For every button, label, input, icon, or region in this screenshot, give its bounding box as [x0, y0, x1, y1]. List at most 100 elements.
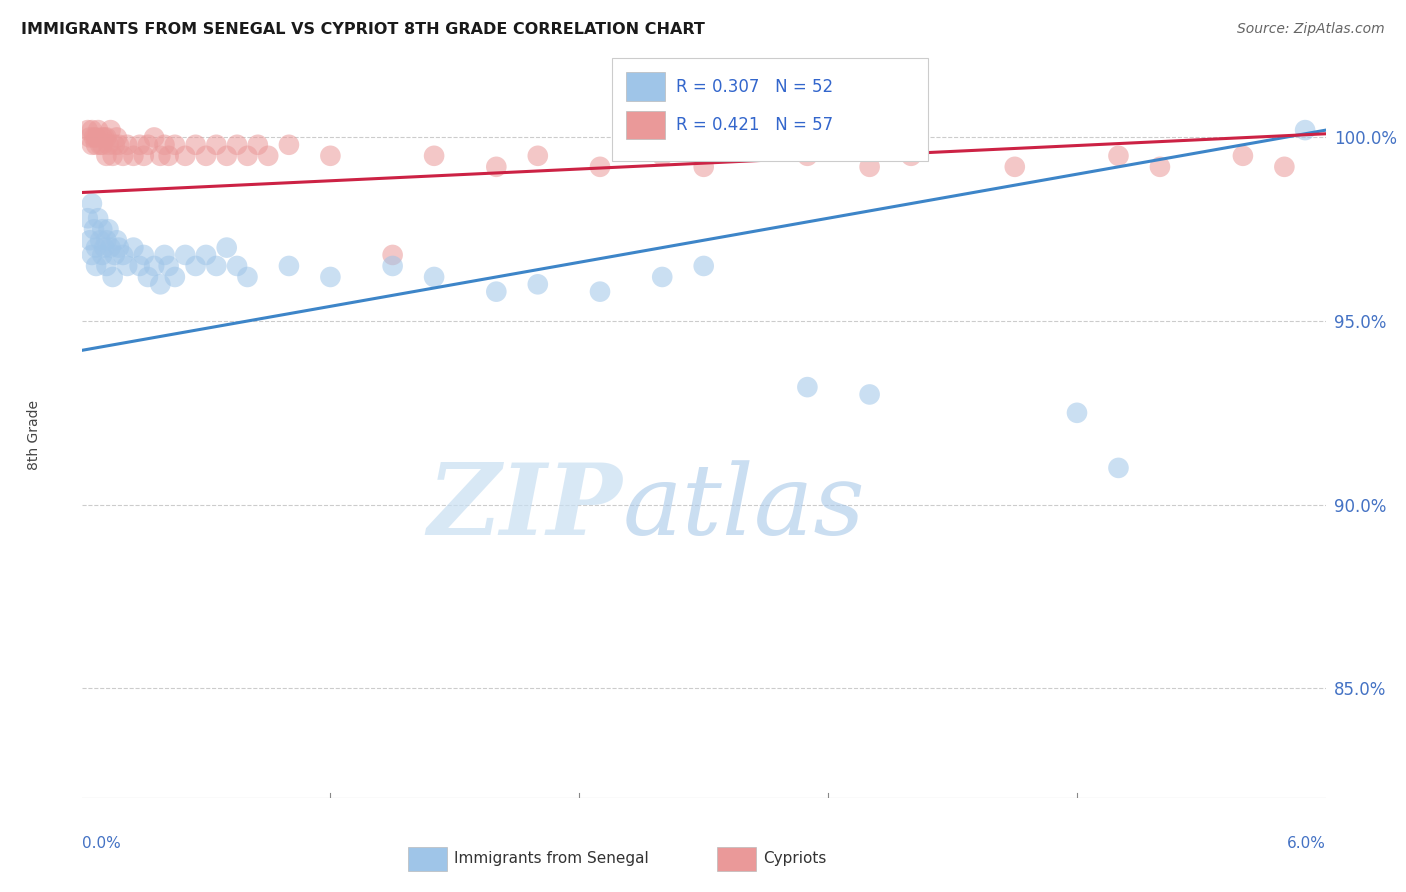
Point [91, 130, 114, 145]
Point [132, 248, 155, 262]
Point [278, 259, 301, 273]
Text: Cypriots: Cypriots [763, 851, 827, 865]
Point [174, 248, 197, 262]
Point [651, 270, 673, 285]
Text: R = 0.307   N = 52: R = 0.307 N = 52 [676, 78, 834, 95]
Point [100, 123, 122, 137]
Point [226, 137, 249, 152]
Point [100, 241, 122, 255]
Point [1232, 149, 1254, 163]
Text: Source: ZipAtlas.com: Source: ZipAtlas.com [1237, 22, 1385, 37]
Point [1108, 461, 1130, 475]
Point [423, 149, 446, 163]
Point [527, 149, 550, 163]
Point [1294, 123, 1316, 137]
Text: 6.0%: 6.0% [1286, 836, 1326, 851]
Point [143, 130, 166, 145]
Point [149, 149, 172, 163]
Point [226, 259, 249, 273]
Point [381, 259, 404, 273]
Point [149, 277, 172, 292]
Point [96, 233, 118, 247]
Point [381, 248, 404, 262]
Point [174, 149, 197, 163]
Point [485, 160, 508, 174]
Point [651, 149, 673, 163]
Point [900, 149, 922, 163]
Point [527, 277, 550, 292]
Point [163, 137, 186, 152]
Point [122, 149, 145, 163]
Point [91, 248, 114, 262]
Point [104, 137, 127, 152]
Point [76, 123, 98, 137]
Point [157, 149, 180, 163]
Point [122, 241, 145, 255]
Point [423, 270, 446, 285]
Point [104, 248, 127, 262]
Point [96, 259, 118, 273]
Point [108, 241, 131, 255]
Point [128, 259, 150, 273]
Point [79, 233, 101, 247]
Point [80, 196, 103, 211]
Point [87, 211, 110, 226]
Point [101, 149, 124, 163]
Point [132, 149, 155, 163]
Point [84, 241, 107, 255]
Point [1108, 149, 1130, 163]
Point [96, 149, 118, 163]
Point [796, 380, 818, 394]
Point [115, 137, 138, 152]
Point [89, 233, 111, 247]
Point [101, 270, 124, 285]
Point [153, 248, 176, 262]
Point [136, 137, 159, 152]
Point [485, 285, 508, 299]
Point [83, 222, 105, 236]
Point [858, 160, 880, 174]
Point [79, 130, 101, 145]
Point [319, 149, 342, 163]
Point [97, 137, 120, 152]
Point [589, 285, 612, 299]
Point [83, 130, 105, 145]
Point [89, 137, 111, 152]
Point [84, 130, 107, 145]
Point [91, 137, 114, 152]
Point [97, 222, 120, 236]
Point [693, 259, 716, 273]
Point [184, 137, 207, 152]
Point [105, 233, 128, 247]
Point [128, 137, 150, 152]
Point [1149, 160, 1171, 174]
Point [84, 259, 107, 273]
Point [1066, 406, 1088, 420]
Point [87, 123, 110, 137]
Point [1274, 160, 1296, 174]
Point [693, 160, 716, 174]
Point [205, 137, 228, 152]
Text: ZIP: ZIP [427, 459, 623, 556]
Point [1004, 160, 1026, 174]
Point [80, 123, 103, 137]
Point [163, 270, 186, 285]
Point [257, 149, 280, 163]
Point [80, 137, 103, 152]
Point [246, 137, 269, 152]
Point [205, 259, 228, 273]
Text: atlas: atlas [623, 460, 866, 555]
Point [194, 248, 218, 262]
Point [136, 270, 159, 285]
Point [91, 222, 114, 236]
Point [112, 248, 135, 262]
Point [76, 211, 98, 226]
Point [278, 137, 301, 152]
Point [589, 160, 612, 174]
Point [157, 259, 180, 273]
Point [93, 241, 115, 255]
Point [236, 270, 259, 285]
Point [143, 259, 166, 273]
Text: Immigrants from Senegal: Immigrants from Senegal [454, 851, 650, 865]
Text: IMMIGRANTS FROM SENEGAL VS CYPRIOT 8TH GRADE CORRELATION CHART: IMMIGRANTS FROM SENEGAL VS CYPRIOT 8TH G… [21, 22, 704, 37]
